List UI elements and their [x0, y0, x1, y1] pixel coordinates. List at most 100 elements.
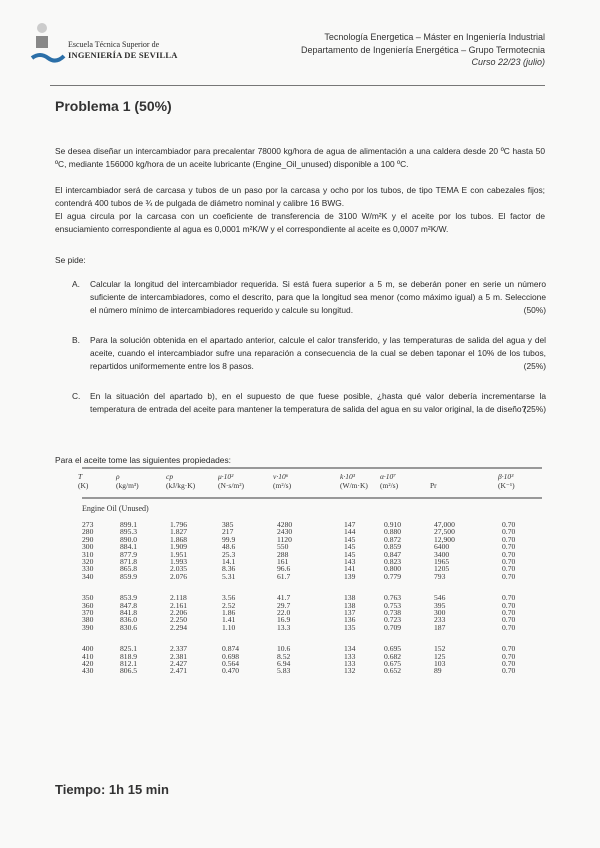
table-cell: 47,000 — [434, 520, 455, 529]
table-cell: 1120 — [277, 534, 292, 544]
table-cell: 16.9 — [277, 615, 291, 625]
column-header: k·10³ — [340, 472, 355, 481]
table-cell: 0.70 — [502, 520, 516, 529]
column-header: (m²/s) — [273, 481, 292, 490]
table-cell: 806.5 — [120, 666, 138, 676]
table-cell: 133 — [344, 651, 356, 661]
table-cell: 2.118 — [170, 593, 187, 603]
table-cell: 4280 — [277, 520, 293, 529]
table-cell: 0.859 — [384, 542, 402, 552]
column-header: (kg/m³) — [116, 481, 139, 490]
table-row: 380 836.0 2.250 1.41 16.9 136 0.723 233 0.70 — [82, 615, 542, 625]
table-cell: 161 — [277, 557, 289, 566]
table-cell: 125 — [434, 651, 446, 661]
table-cell: 14.1 — [222, 557, 236, 566]
column-header: β·10³ — [498, 472, 514, 481]
table-cell: 890.0 — [120, 534, 138, 544]
table-cell: 0.779 — [384, 571, 402, 581]
table-cell: 0.70 — [502, 571, 516, 581]
table-cell: 103 — [434, 659, 446, 668]
table-cell: 830.6 — [120, 622, 138, 632]
column-header: (N·s/m²) — [218, 481, 244, 490]
table-cell: 138 — [344, 593, 356, 603]
column-header: T — [78, 472, 83, 481]
table-cell: 288 — [277, 549, 289, 559]
table-cell: 143 — [344, 557, 356, 566]
table-cell: 61.7 — [277, 571, 291, 581]
table-cell: 884.1 — [120, 542, 138, 552]
table-cell: 0.763 — [384, 593, 402, 603]
table-cell: 847.8 — [120, 600, 138, 610]
table-cell: 853.9 — [120, 593, 138, 603]
table-cell: 3400 — [434, 549, 450, 559]
table-cell: 29.7 — [277, 600, 291, 610]
table-cell: 825.1 — [120, 644, 138, 654]
course-line1: Tecnología Energetica – Máster en Ingeni… — [324, 32, 545, 42]
table-cell: 877.9 — [120, 549, 138, 559]
table-row: 290 890.0 1.868 99.9 1120 145 0.872 12,900 0.70 — [82, 534, 542, 544]
table-cell: 0.70 — [502, 593, 516, 603]
table-cell: 0.70 — [502, 608, 516, 617]
table-intro: Para el aceite tome las siguientes propi… — [55, 455, 231, 465]
item-percent: (25%) — [523, 361, 546, 371]
table-cell: 865.8 — [120, 564, 138, 574]
table-cell: 145 — [344, 549, 356, 559]
table-cell: 793 — [434, 571, 446, 581]
table-cell: 5.83 — [277, 666, 291, 676]
table-row: 370 841.8 2.206 1.86 22.0 137 0.738 300 0.70 — [82, 608, 542, 617]
table-cell: 233 — [434, 615, 446, 625]
table-cell: 330 — [82, 564, 94, 574]
table-cell: 99.9 — [222, 534, 236, 544]
table-row: 320 871.8 1.993 14.1 161 143 0.823 1965 0.70 — [82, 557, 542, 566]
table-cell: 0.470 — [222, 666, 240, 676]
table-cell: 145 — [344, 534, 356, 544]
table-row: 280 895.3 1.827 217 2430 144 0.880 27,500 0.70 — [82, 527, 542, 537]
header-divider — [50, 85, 545, 86]
table-cell: 0.70 — [502, 600, 516, 610]
table-cell: 2.381 — [170, 651, 188, 661]
table-cell: 144 — [344, 527, 356, 537]
column-header: cp — [166, 472, 174, 481]
table-cell: 395 — [434, 600, 446, 610]
table-cell: 8.52 — [277, 651, 291, 661]
table-cell: 0.70 — [502, 557, 516, 566]
table-cell: 0.70 — [502, 615, 516, 625]
table-cell: 0.70 — [502, 564, 516, 574]
table-cell: 350 — [82, 593, 94, 603]
table-row: 273 899.1 1.796 385 4280 147 0.910 47,000 0.70 — [82, 520, 542, 529]
table-cell: 1.909 — [170, 542, 188, 552]
table-row: 420 812.1 2.427 0.564 6.94 133 0.675 103 0.70 — [82, 659, 542, 668]
table-cell: 0.753 — [384, 600, 402, 610]
table-cell: 89 — [434, 666, 442, 676]
table-cell: 836.0 — [120, 615, 138, 625]
column-header: (kJ/kg·K) — [166, 481, 196, 490]
table-cell: 895.3 — [120, 527, 138, 537]
table-cell: 0.910 — [384, 520, 402, 529]
table-cell: 0.800 — [384, 564, 402, 574]
column-header: μ·10² — [218, 472, 234, 481]
table-cell: 0.738 — [384, 608, 402, 617]
column-header: Pr — [430, 481, 437, 490]
logo-line2: INGENIERÍA DE SEVILLA — [68, 50, 178, 60]
table-cell: 6400 — [434, 542, 450, 552]
table-cell: 137 — [344, 608, 356, 617]
table-cell: 1965 — [434, 557, 450, 566]
table-cell: 147 — [344, 520, 356, 529]
table-cell: 0.880 — [384, 527, 402, 537]
item-text: Para la solución obtenida en el apartado… — [90, 335, 546, 371]
course-line3: Curso 22/23 (julio) — [471, 57, 545, 67]
table-cell: 133 — [344, 659, 356, 668]
paragraph: El agua circula por la carcasa con un co… — [55, 211, 545, 234]
table-cell: 390 — [82, 622, 94, 632]
table-cell: 3.56 — [222, 593, 236, 603]
table-cell: 370 — [82, 608, 94, 617]
question-a: A. Calcular la longitud del intercambiado… — [72, 278, 546, 317]
table-cell: 141 — [344, 564, 356, 574]
column-header: (W/m·K) — [340, 481, 368, 490]
course-line2: Departamento de Ingeniería Energética – … — [301, 44, 545, 55]
university-logo-icon — [30, 23, 66, 63]
table-cell: 217 — [222, 527, 234, 537]
table-cell: 2.035 — [170, 564, 188, 574]
column-header: ρ — [116, 472, 120, 481]
table-cell: 2.161 — [170, 600, 188, 610]
